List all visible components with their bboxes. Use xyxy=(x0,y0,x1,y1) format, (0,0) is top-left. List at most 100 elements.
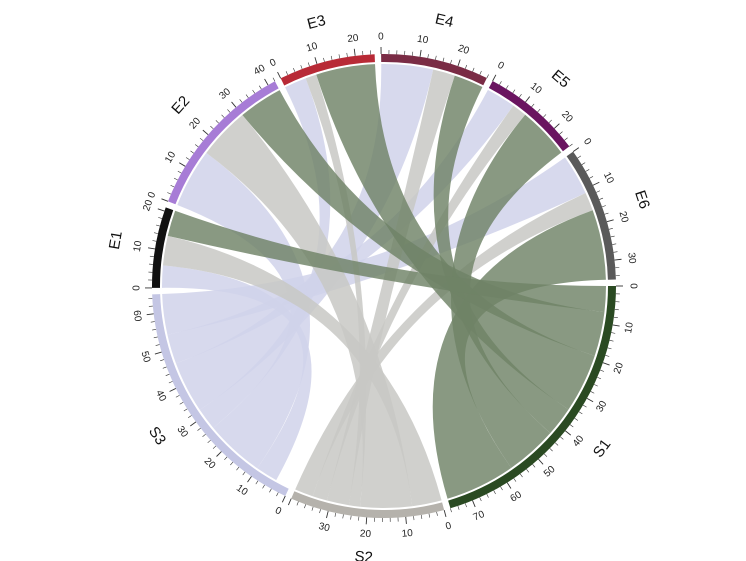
tick-s1-66 xyxy=(486,493,489,498)
tick-e3-10 xyxy=(314,57,318,65)
tick-label-e3-0: 0 xyxy=(268,57,278,70)
tick-e2-40 xyxy=(264,78,269,86)
ribbon-s1-e2 xyxy=(242,90,605,356)
tick-label-e6-10: 10 xyxy=(601,171,616,186)
tick-label-e2-30: 30 xyxy=(217,86,233,102)
tick-s3-40 xyxy=(169,388,177,392)
tick-s2-24 xyxy=(350,515,352,520)
tick-e5-18 xyxy=(548,119,552,123)
tick-e2-36 xyxy=(252,89,256,94)
tick-s3-46 xyxy=(162,366,167,369)
tick-e2-10 xyxy=(179,162,186,167)
tick-s2-20 xyxy=(365,517,368,525)
tick-label-s2-30: 30 xyxy=(317,521,331,534)
tick-label-s1-50: 50 xyxy=(542,464,558,480)
tick-label-e6-30: 30 xyxy=(625,252,637,265)
ribbon-s2-e1 xyxy=(162,235,442,507)
tick-label-s3-0: 0 xyxy=(273,505,283,518)
tick-s1-20 xyxy=(602,362,610,366)
tick-label-s1-10: 10 xyxy=(623,321,636,334)
tick-label-s3-30: 30 xyxy=(174,424,190,440)
tick-s1-74 xyxy=(457,505,460,510)
tick-s2-8 xyxy=(413,516,415,521)
tick-label-e2-10: 10 xyxy=(163,150,178,166)
sector-label-e5: E5 xyxy=(548,67,573,92)
tick-e5-26 xyxy=(569,143,573,147)
tick-e5-22 xyxy=(559,131,563,135)
tick-s2-10 xyxy=(405,516,407,524)
tick-e6-14 xyxy=(599,197,604,200)
tick-e6-26 xyxy=(612,243,617,245)
tick-s2-26 xyxy=(342,514,344,519)
tick-s1-32 xyxy=(582,404,587,408)
tick-s1-50 xyxy=(538,458,544,465)
ribbon-s1-e3 xyxy=(316,64,595,410)
sector-arc-e3 xyxy=(280,54,375,86)
tick-e2-32 xyxy=(239,99,243,103)
sector-arc-s3 xyxy=(152,294,289,496)
tick-s3-22 xyxy=(212,445,217,449)
tick-s1-42 xyxy=(560,436,564,440)
tick-s1-36 xyxy=(574,418,579,421)
tick-label-e1-10: 10 xyxy=(132,239,145,252)
tick-e6-2 xyxy=(577,155,582,159)
tick-e3-2 xyxy=(285,71,288,76)
tick-s2-6 xyxy=(420,514,423,519)
sector-label-e3: E3 xyxy=(305,12,327,33)
tick-s3-0 xyxy=(281,495,286,503)
tick-s2-32 xyxy=(319,509,321,514)
tick-e5-24 xyxy=(564,137,568,141)
tick-e3-18 xyxy=(346,52,348,57)
tick-s3-56 xyxy=(152,329,157,331)
tick-s3-28 xyxy=(197,427,201,431)
tick-label-s3-10: 10 xyxy=(234,483,250,499)
tick-e1-18 xyxy=(158,217,163,219)
ribbon-s3-e3 xyxy=(199,78,331,428)
tick-s3-50 xyxy=(154,351,162,355)
tick-label-s2-0: 0 xyxy=(444,520,453,532)
tick-e3-8 xyxy=(307,62,310,67)
sector-label-s3: S3 xyxy=(145,424,169,449)
tick-e2-2 xyxy=(167,192,172,195)
tick-s3-38 xyxy=(175,395,180,398)
tick-label-e1-20: 20 xyxy=(141,198,155,212)
tick-e1-20 xyxy=(157,208,165,212)
tick-e6-10 xyxy=(592,181,600,186)
tick-s3-52 xyxy=(155,344,160,346)
tick-e3-6 xyxy=(300,65,303,70)
tick-e2-22 xyxy=(210,125,214,130)
tick-s3-6 xyxy=(262,484,265,489)
tick-e2-12 xyxy=(185,157,190,160)
tick-e2-38 xyxy=(258,85,262,90)
tick-e5-20 xyxy=(553,123,560,129)
sector-arc-e2 xyxy=(168,81,279,205)
tick-label-s1-60: 60 xyxy=(509,489,525,504)
tick-e1-14 xyxy=(154,232,159,234)
tick-e6-6 xyxy=(585,169,590,172)
tick-e2-24 xyxy=(215,120,219,124)
tick-s1-34 xyxy=(578,411,583,415)
tick-s1-14 xyxy=(609,339,614,342)
tick-e6-0 xyxy=(572,147,580,153)
ribbon-s1-e6 xyxy=(432,210,606,499)
tick-e2-4 xyxy=(170,185,175,188)
tick-s3-48 xyxy=(160,359,165,362)
tick-s1-24 xyxy=(597,377,602,380)
tick-s1-60 xyxy=(506,482,512,489)
tick-label-e4-10: 10 xyxy=(416,34,429,47)
tick-e2-30 xyxy=(231,101,237,108)
tick-e4-12 xyxy=(427,54,429,59)
tick-s2-0 xyxy=(443,509,447,517)
tick-s2-2 xyxy=(436,511,438,516)
tick-s1-38 xyxy=(569,424,574,428)
tick-e4-16 xyxy=(442,57,445,62)
tick-label-s3-50: 50 xyxy=(138,350,152,364)
tick-s3-42 xyxy=(168,381,173,384)
tick-s2-30 xyxy=(326,511,329,519)
tick-e5-10 xyxy=(525,96,531,103)
tick-e5-16 xyxy=(543,114,547,118)
tick-e6-24 xyxy=(610,235,615,238)
tick-e6-18 xyxy=(604,212,609,215)
